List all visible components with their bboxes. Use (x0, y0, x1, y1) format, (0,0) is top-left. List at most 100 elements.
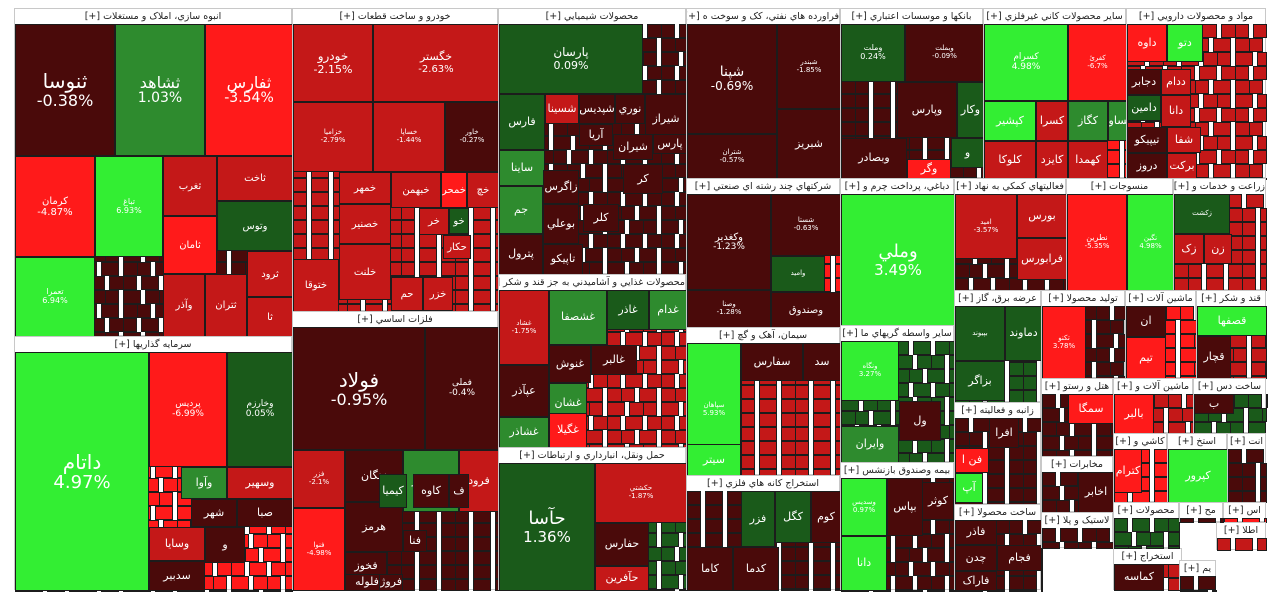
tile-کلوکا[interactable]: کلوکا (984, 141, 1036, 179)
group-header[interactable]: ساير واسطه گريهاي ما [+] (841, 326, 953, 341)
group-header[interactable]: فراورده هاي نفتي، کک و سوخت ه [+] (687, 9, 839, 24)
tile-ثنوسا[interactable]: ثنوسا -0.38% (15, 24, 115, 156)
group-header[interactable]: سرمايه گذاريها [+] (15, 337, 291, 352)
tile-فجام[interactable]: فجام (997, 545, 1042, 571)
tile-کوم[interactable]: کوم (811, 491, 841, 543)
tile-خمهر[interactable]: خمهر (339, 172, 391, 204)
tile-ساينا[interactable]: ساينا (499, 150, 545, 186)
tile-وملت[interactable]: وملت 0.24% (841, 24, 905, 82)
tile-خگستر[interactable]: خگستر -2.63% (373, 24, 499, 102)
group-header[interactable]: يم [+] (1180, 561, 1215, 576)
tile-پترول[interactable]: پترول (499, 234, 543, 275)
tile-تاپيکو[interactable]: تاپيکو (543, 244, 583, 275)
tile-غالبر[interactable]: غالبر (591, 345, 637, 375)
tile-برکت[interactable]: برکت (1167, 153, 1197, 179)
tile-هرمز[interactable]: هرمز (345, 502, 403, 552)
tile-تکنو[interactable]: تکنو 3.78% (1042, 306, 1086, 379)
group-header[interactable]: اطلا [+] (1217, 523, 1265, 538)
group-header[interactable]: مواد و محصولات دارويي [+] (1127, 9, 1265, 24)
group-header[interactable]: بيمه وصندوق بازنشس [+] (841, 463, 953, 478)
tile-اميد[interactable]: اميد -3.57% (955, 194, 1017, 259)
group-header[interactable]: محصولات شيميايي [+] (499, 9, 685, 24)
tile-کایزد[interactable]: کایزد (1036, 141, 1068, 179)
group-header[interactable]: زراعت و خدمات و [+] (1174, 179, 1265, 194)
tile-شسينا[interactable]: شسينا (545, 94, 579, 124)
tile-سيتر[interactable]: سيتر (687, 444, 741, 476)
tile-خبهمن[interactable]: خبهمن (391, 172, 441, 208)
tile-خلنت[interactable]: خلنت (339, 244, 391, 300)
tile-بوعلي[interactable]: بوعلي (543, 204, 579, 244)
group-header[interactable]: خودرو و ساخت قطعات [+] (293, 9, 497, 24)
tile-کیمیا[interactable]: کیمیا (379, 474, 407, 508)
group-header[interactable]: کاشي و [+] (1114, 434, 1166, 449)
tile-کگل[interactable]: کگل (775, 491, 811, 543)
group-header[interactable]: انت [+] (1228, 434, 1265, 449)
tile-فروژ[interactable]: فروژ (379, 574, 403, 591)
tile-دتو[interactable]: دتو (1167, 24, 1203, 62)
tile-وبصادر[interactable]: وبصادر (841, 138, 907, 179)
tile-آريا[interactable]: آريا (579, 124, 613, 146)
tile-شستا[interactable]: شستا -0.63% (771, 194, 841, 256)
tile-تيپيکو[interactable]: تيپيکو (1127, 127, 1167, 153)
tile-ثاخت[interactable]: ثاخت (217, 156, 293, 201)
tile-وآذر[interactable]: وآذر (163, 274, 205, 337)
tile-وتوس[interactable]: وتوس (217, 201, 293, 251)
tile-کپرور[interactable]: کپرور (1168, 449, 1228, 503)
tile-آپ[interactable]: آپ (955, 473, 983, 503)
group-header[interactable]: استخراج [+] (1114, 549, 1181, 564)
tile-تعمرا[interactable]: تعمرا 6.94% (15, 257, 95, 337)
group-header[interactable]: توليد محصولا [+] (1042, 291, 1124, 306)
tile-خر[interactable]: خر (419, 208, 449, 235)
tile-شبندر[interactable]: شبندر -1.85% (777, 24, 841, 109)
tile-ثغرب[interactable]: ثغرب (163, 156, 217, 216)
tile-نطرين[interactable]: نطرين -5.35% (1067, 194, 1127, 291)
tile-قصفها[interactable]: قصفها (1197, 306, 1267, 336)
tile-وگر[interactable]: وگر (907, 159, 951, 179)
tile-کماسه[interactable]: کماسه (1114, 564, 1164, 591)
tile-شتران[interactable]: شتران -0.57% (687, 134, 777, 179)
tile-حم[interactable]: حم (391, 277, 423, 311)
tile-وبملت[interactable]: وبملت -0.09% (905, 24, 984, 82)
tile-وسايا[interactable]: وسايا (149, 527, 205, 561)
group-header[interactable]: قند و شکر [+] (1197, 291, 1265, 306)
tile-خودرو[interactable]: خودرو -2.15% (293, 24, 373, 102)
tile-شبريز[interactable]: شبريز (777, 109, 841, 179)
group-header[interactable]: محصولات غذايي و آشاميدني به جز قند و شکر… (499, 275, 685, 290)
group-header[interactable]: مخابرات [+] (1042, 457, 1112, 472)
tile-خساپا[interactable]: خساپا -1.44% (373, 102, 445, 172)
tile-غشاد[interactable]: غشاد -1.75% (499, 290, 549, 365)
tile-سفارس[interactable]: سفارس (741, 343, 803, 381)
tile-فارس[interactable]: فارس (499, 94, 545, 150)
tile-وايران[interactable]: وايران (841, 426, 899, 463)
tile-وصندوق[interactable]: وصندوق (771, 292, 841, 328)
tile-تيم[interactable]: تيم (1126, 337, 1166, 379)
tile-ونگاه[interactable]: ونگاه 3.27% (841, 341, 899, 401)
group-header[interactable]: منسوجات [+] (1067, 179, 1172, 194)
tile-و[interactable]: و (951, 138, 984, 168)
tile-ثشاهد[interactable]: ثشاهد 1.03% (115, 24, 205, 156)
tile-کسرام[interactable]: کسرام 4.98% (984, 24, 1068, 101)
tile-صبا[interactable]: صبا (237, 499, 293, 527)
group-header[interactable]: اس [+] (1224, 503, 1265, 518)
tile-خصنير[interactable]: خصنير (339, 204, 391, 244)
tile-فزر[interactable]: فزر -2.1% (293, 450, 345, 508)
tile-شيران[interactable]: شيران (613, 134, 653, 160)
tile-وملي[interactable]: وملي 3.49% (841, 194, 955, 326)
tile-داوه[interactable]: داوه (1127, 24, 1167, 62)
tile-کترام[interactable]: کترام (1114, 449, 1142, 493)
group-header[interactable]: بانکها و موسسات اعتباري [+] (841, 9, 982, 24)
tile-نوري[interactable]: نوري (615, 94, 645, 124)
group-header[interactable]: دباغي، پرداخت چرم و [+] (841, 179, 953, 194)
group-header[interactable]: هتل و رستو [+] (1042, 379, 1112, 394)
tile-و[interactable]: و (205, 527, 245, 563)
group-header[interactable]: استخراج کانه هاي فلزي [+] (687, 476, 839, 491)
tile-پارس[interactable]: پارس (653, 134, 687, 154)
tile-ب[interactable]: ب (1194, 394, 1234, 414)
tile-وسديس[interactable]: وسديس 0.97% (841, 478, 887, 536)
tile-حکشتي[interactable]: حکشتي -1.87% (595, 463, 687, 523)
group-header[interactable]: انبوه سازي، املاک و مستغلات [+] (15, 9, 291, 24)
group-header[interactable]: سيمان، آهک و گچ [+] (687, 328, 839, 343)
tile-زکشت[interactable]: زکشت (1174, 194, 1230, 234)
tile-داتام[interactable]: داتام 4.97% (15, 352, 149, 591)
tile-وآوا[interactable]: وآوا (181, 467, 227, 499)
